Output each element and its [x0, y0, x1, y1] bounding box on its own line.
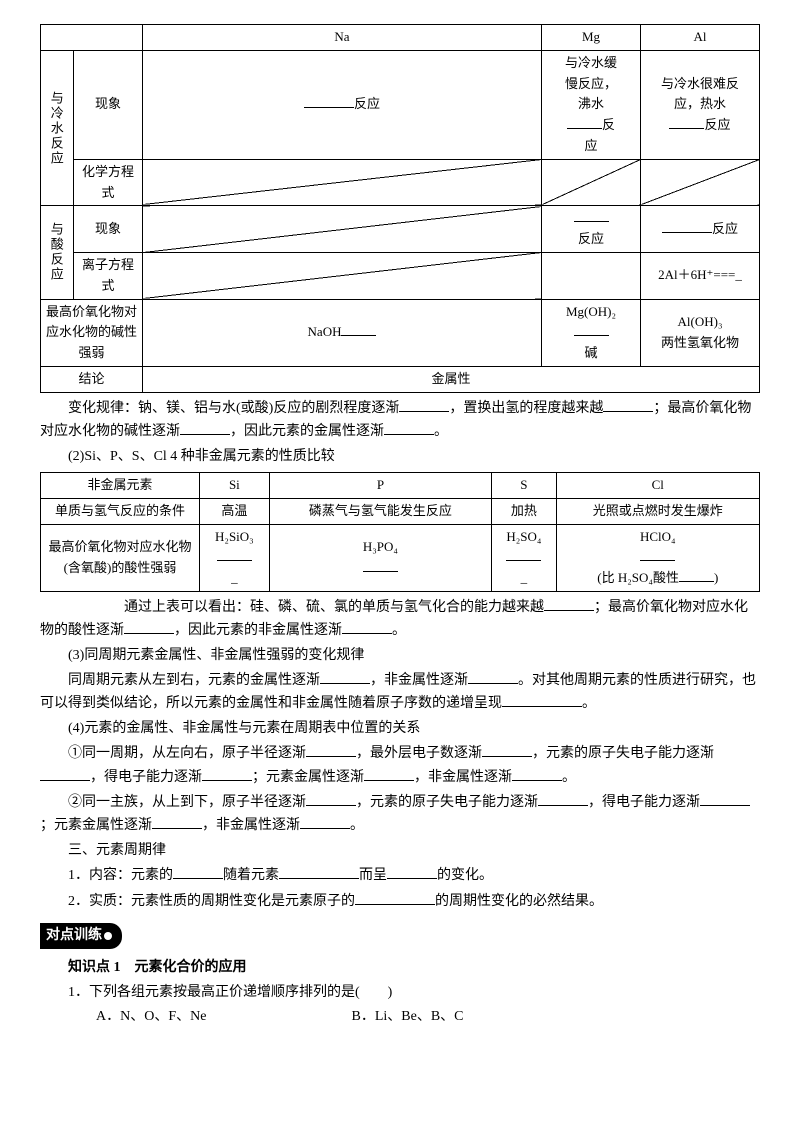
- r1-cl: 光照或点燃时发生爆炸: [556, 498, 759, 524]
- cell-diag: [641, 159, 760, 206]
- r2-label: 最高价氧化物对应水化物(含氧酸)的酸性强弱: [41, 524, 200, 591]
- row-basicity: 最高价氧化物对应水化物的碱性强弱: [41, 299, 143, 366]
- r2-cl: HClO₄ (比 H₂SO₄酸性): [556, 524, 759, 591]
- section-3-title: 三、元素周期律: [40, 840, 760, 862]
- cell-diag: [143, 206, 542, 253]
- r2-si: H₂SiO₃_: [200, 524, 270, 591]
- dot-icon: [104, 932, 112, 940]
- col-na: Na: [143, 25, 542, 51]
- cell-conclusion: 金属性: [143, 366, 760, 392]
- subtitle-2: (2)Si、P、S、Cl 4 种非金属元素的性质比较: [40, 446, 760, 468]
- r2-s: H₂SO₄_: [492, 524, 556, 591]
- cell-diag: [143, 159, 542, 206]
- h-element: 非金属元素: [41, 472, 200, 498]
- cell-mg-base: Mg(OH)₂ 碱: [542, 299, 641, 366]
- table-nonmetal-properties: 非金属元素 Si P S Cl 单质与氢气反应的条件 高温 磷蒸气与氢气能发生反…: [40, 472, 760, 592]
- subtitle-4: (4)元素的金属性、非金属性与元素在周期表中位置的关系: [40, 718, 760, 740]
- q1-stem: 1．下列各组元素按最高正价递增顺序排列的是( ): [40, 982, 760, 1004]
- r1-s: 加热: [492, 498, 556, 524]
- r2-p: H₃PO₄: [269, 524, 491, 591]
- kp1-title: 知识点 1 元素化合价的应用: [40, 957, 760, 979]
- sec3-item1: 1．内容：元素的随着元素而呈的变化。: [40, 864, 760, 887]
- col-mg: Mg: [542, 25, 641, 51]
- cell-al-acid: 反应: [641, 206, 760, 253]
- cell-diag: [542, 159, 641, 206]
- h-si: Si: [200, 472, 270, 498]
- h-cl: Cl: [556, 472, 759, 498]
- cell-al-base: Al(OH)₃ 两性氢氧化物: [641, 299, 760, 366]
- q1-options: A．N、O、F、Ne B．Li、Be、B、C: [40, 1006, 760, 1028]
- cell-mg-acid: 反应: [542, 206, 641, 253]
- table-metal-properties: Na Mg Al 与冷水反应 现象 反应 与冷水缓 慢反应， 沸水 反 应 与冷…: [40, 24, 760, 393]
- rowgroup-acid: 与酸反应: [45, 222, 66, 282]
- cell-al-phenom: 与冷水很难反 应，热水 反应: [641, 50, 760, 159]
- rowgroup-cold-water: 与冷水反应: [45, 91, 66, 166]
- para-table2-summary: 通过上表可以看出：硅、磷、硫、氯的单质与氢气化合的能力越来越；最高价氧化物对应水…: [40, 596, 760, 643]
- sec3-item2: 2．实质：元素性质的周期性变化是元素原子的的周期性变化的必然结果。: [40, 890, 760, 913]
- para-4b: ②同一主族，从上到下，原子半径逐渐，元素的原子失电子能力逐渐，得电子能力逐渐；元…: [40, 791, 760, 838]
- r1-si: 高温: [200, 498, 270, 524]
- h-p: P: [269, 472, 491, 498]
- r1-p: 磷蒸气与氢气能发生反应: [269, 498, 491, 524]
- row-phenomenon-acid: 现象: [74, 206, 143, 253]
- cell-na-phenom: 反应: [143, 50, 542, 159]
- q1-optA: A．N、O、F、Ne: [68, 1006, 348, 1028]
- para-change-rule: 变化规律：钠、镁、铝与水(或酸)反应的剧烈程度逐渐，置换出氢的程度越来越；最高价…: [40, 397, 760, 444]
- cell-mg-ion: [542, 252, 641, 299]
- cell-al-ion: 2Al＋6H⁺===_: [641, 252, 760, 299]
- q1-optB: B．Li、Be、B、C: [352, 1009, 464, 1024]
- cell-na-base: NaOH: [143, 299, 542, 366]
- para-3: 同周期元素从左到右，元素的金属性逐渐，非金属性逐渐。对其他周期元素的性质进行研究…: [40, 669, 760, 716]
- h-s: S: [492, 472, 556, 498]
- row-phenomenon: 现象: [74, 50, 143, 159]
- subtitle-3: (3)同周期元素金属性、非金属性强弱的变化规律: [40, 645, 760, 667]
- r1-label: 单质与氢气反应的条件: [41, 498, 200, 524]
- row-ion-eq: 离子方程式: [74, 252, 143, 299]
- para-4a: ①同一周期，从左向右，原子半径逐渐，最外层电子数逐渐，元素的原子失电子能力逐渐，…: [40, 742, 760, 789]
- badge-practice: 对点训练: [40, 923, 122, 949]
- cell-diag: [143, 252, 542, 299]
- col-al: Al: [641, 25, 760, 51]
- row-chem-eq: 化学方程式: [74, 159, 143, 206]
- row-conclusion: 结论: [41, 366, 143, 392]
- cell-mg-phenom: 与冷水缓 慢反应， 沸水 反 应: [542, 50, 641, 159]
